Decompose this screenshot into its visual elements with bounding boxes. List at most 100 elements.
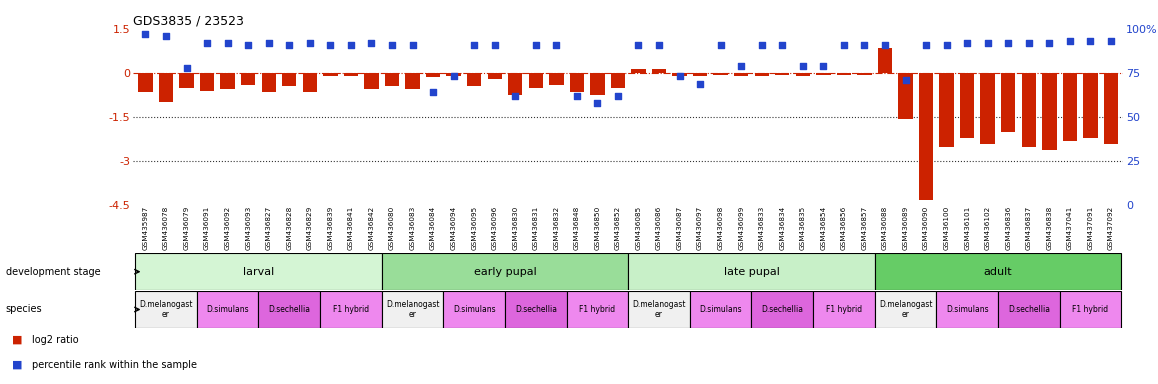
Text: GSM436857: GSM436857 [862, 205, 867, 250]
Point [917, 41, 936, 48]
Point [301, 40, 320, 46]
Bar [135, 253, 382, 290]
Text: F1 hybrid: F1 hybrid [332, 305, 369, 314]
Bar [796, 73, 809, 76]
Bar [508, 73, 522, 95]
Text: GSM436097: GSM436097 [697, 205, 703, 250]
Point [567, 93, 586, 99]
Text: GSM437041: GSM437041 [1067, 205, 1072, 250]
Bar [283, 73, 296, 86]
Point [424, 89, 442, 96]
Text: GSM436839: GSM436839 [328, 205, 334, 250]
Text: GSM436093: GSM436093 [245, 205, 251, 250]
Bar [405, 73, 419, 89]
Bar [426, 73, 440, 78]
Point [650, 41, 668, 48]
Bar [323, 73, 337, 76]
Text: GSM436836: GSM436836 [1005, 205, 1011, 250]
Text: GSM436083: GSM436083 [410, 205, 416, 250]
Text: GSM436102: GSM436102 [984, 205, 991, 250]
Text: GSM436852: GSM436852 [615, 205, 621, 250]
Text: GSM435987: GSM435987 [142, 205, 148, 250]
Point [198, 40, 217, 46]
Point [485, 41, 504, 48]
Bar [755, 73, 769, 76]
Text: late pupal: late pupal [724, 266, 779, 277]
Bar [816, 73, 830, 75]
Point [896, 77, 915, 83]
Bar [631, 68, 646, 73]
Bar [1063, 73, 1077, 141]
Bar [1083, 73, 1098, 138]
Point [793, 63, 812, 69]
Text: GSM436089: GSM436089 [902, 205, 909, 250]
Text: GSM436088: GSM436088 [882, 205, 888, 250]
Bar [200, 73, 214, 91]
Bar [998, 291, 1060, 328]
Bar [197, 291, 258, 328]
Text: D.simulans: D.simulans [206, 305, 249, 314]
Bar [1021, 73, 1036, 147]
Text: GSM436086: GSM436086 [657, 205, 662, 250]
Bar [734, 73, 748, 76]
Text: GSM436829: GSM436829 [307, 205, 313, 250]
Text: GSM436084: GSM436084 [430, 205, 437, 250]
Text: GSM436087: GSM436087 [676, 205, 682, 250]
Bar [505, 291, 566, 328]
Bar [874, 253, 1121, 290]
Bar [365, 73, 379, 89]
Text: GDS3835 / 23523: GDS3835 / 23523 [133, 15, 244, 28]
Point [280, 41, 299, 48]
Bar [467, 73, 482, 86]
Bar [1042, 73, 1056, 149]
Point [403, 41, 422, 48]
Text: GSM436838: GSM436838 [1047, 205, 1053, 250]
Point [814, 63, 833, 69]
Bar [813, 291, 874, 328]
Point [445, 73, 463, 79]
Point [958, 40, 976, 46]
Bar [488, 73, 501, 79]
Point [137, 31, 155, 37]
Bar [775, 73, 790, 75]
Bar [960, 73, 974, 138]
Text: GSM436837: GSM436837 [1026, 205, 1032, 250]
Point [875, 41, 894, 48]
Point [1040, 40, 1058, 46]
Bar [135, 291, 197, 328]
Text: larval: larval [243, 266, 274, 277]
Text: early pupal: early pupal [474, 266, 536, 277]
Bar [1060, 291, 1121, 328]
Text: GSM436827: GSM436827 [265, 205, 272, 250]
Point [629, 41, 647, 48]
Text: GSM436100: GSM436100 [944, 205, 950, 250]
Point [1101, 38, 1120, 44]
Text: GSM436842: GSM436842 [368, 205, 374, 250]
Text: GSM436085: GSM436085 [636, 205, 642, 250]
Point [156, 33, 175, 39]
Bar [320, 291, 382, 328]
Text: percentile rank within the sample: percentile rank within the sample [32, 360, 197, 370]
Text: D.sechellia: D.sechellia [1007, 305, 1050, 314]
Point [506, 93, 525, 99]
Text: GSM436096: GSM436096 [492, 205, 498, 250]
Bar [591, 73, 604, 95]
Text: D.melanogast
er: D.melanogast er [632, 300, 686, 319]
Text: development stage: development stage [6, 267, 101, 277]
Text: ■: ■ [12, 360, 22, 370]
Text: D.melanogast
er: D.melanogast er [386, 300, 439, 319]
Bar [919, 73, 933, 200]
Bar [444, 291, 505, 328]
Point [1061, 38, 1079, 44]
Text: species: species [6, 304, 43, 314]
Bar [874, 291, 937, 328]
Bar [1104, 73, 1119, 144]
Text: GSM436090: GSM436090 [923, 205, 929, 250]
Bar [528, 73, 543, 88]
Text: GSM436850: GSM436850 [594, 205, 600, 250]
Text: D.simulans: D.simulans [699, 305, 742, 314]
Bar [138, 73, 153, 92]
Bar [1001, 73, 1016, 132]
Text: D.sechellia: D.sechellia [515, 305, 557, 314]
Point [1082, 38, 1100, 44]
